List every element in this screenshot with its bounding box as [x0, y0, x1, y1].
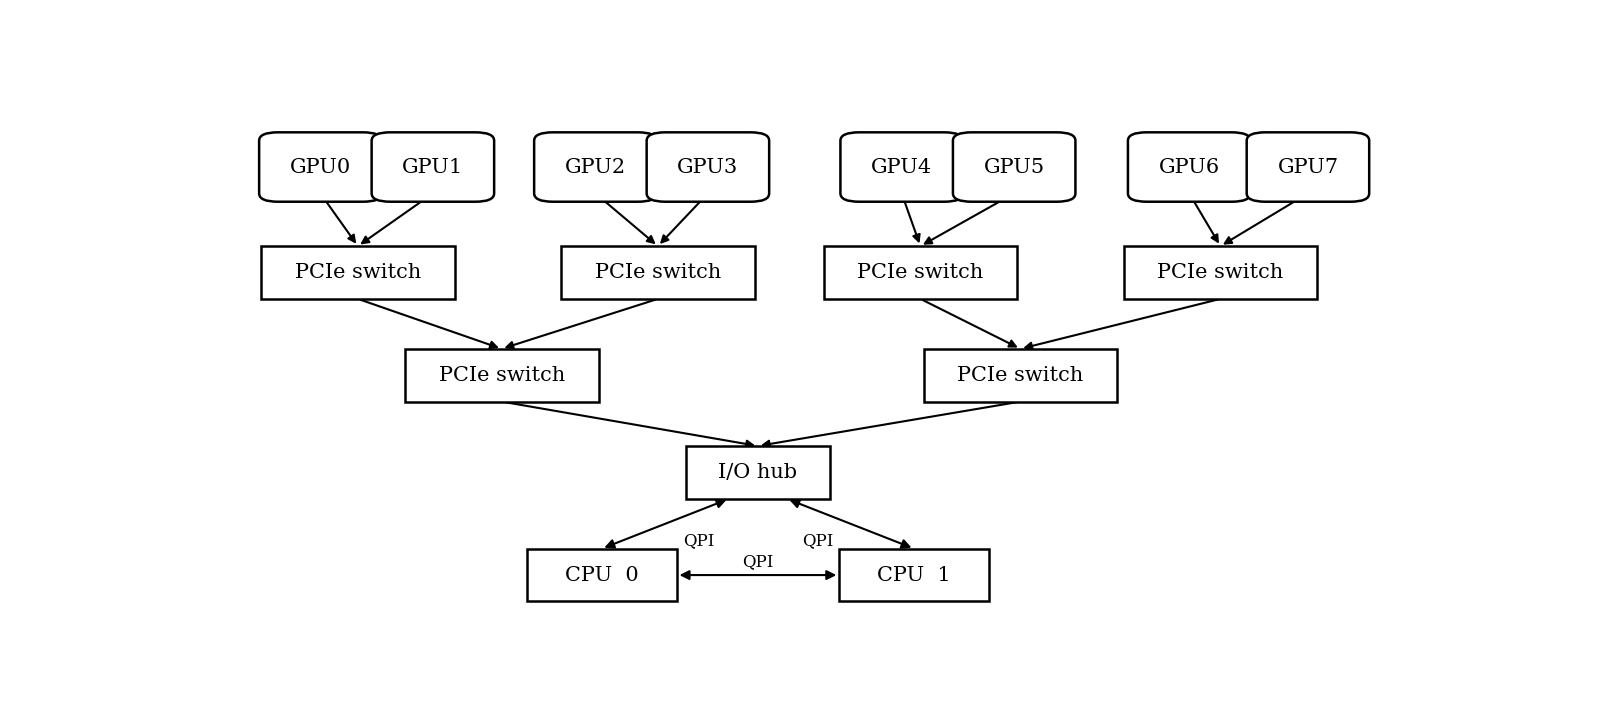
FancyBboxPatch shape	[924, 349, 1118, 402]
FancyBboxPatch shape	[527, 549, 677, 601]
Text: GPU0: GPU0	[290, 157, 352, 177]
FancyBboxPatch shape	[405, 349, 598, 402]
FancyBboxPatch shape	[561, 246, 755, 299]
FancyBboxPatch shape	[260, 133, 382, 202]
FancyBboxPatch shape	[1247, 133, 1369, 202]
Text: PCIe switch: PCIe switch	[439, 366, 565, 385]
FancyBboxPatch shape	[686, 446, 829, 499]
FancyBboxPatch shape	[839, 549, 989, 601]
Text: GPU6: GPU6	[1158, 157, 1219, 177]
FancyBboxPatch shape	[1124, 246, 1318, 299]
Text: GPU5: GPU5	[984, 157, 1045, 177]
FancyBboxPatch shape	[371, 133, 494, 202]
Text: PCIe switch: PCIe switch	[957, 366, 1084, 385]
Text: QPI: QPI	[742, 553, 774, 570]
FancyBboxPatch shape	[261, 246, 455, 299]
Text: PCIe switch: PCIe switch	[295, 263, 421, 282]
FancyBboxPatch shape	[953, 133, 1076, 202]
Text: PCIe switch: PCIe switch	[857, 263, 984, 282]
Text: GPU1: GPU1	[402, 157, 463, 177]
FancyBboxPatch shape	[1127, 133, 1250, 202]
Text: GPU7: GPU7	[1277, 157, 1339, 177]
Text: CPU  0: CPU 0	[565, 565, 639, 585]
Text: GPU4: GPU4	[871, 157, 932, 177]
Text: GPU3: GPU3	[677, 157, 739, 177]
FancyBboxPatch shape	[534, 133, 656, 202]
Text: CPU  1: CPU 1	[877, 565, 952, 585]
Text: PCIe switch: PCIe switch	[1157, 263, 1284, 282]
FancyBboxPatch shape	[824, 246, 1018, 299]
FancyBboxPatch shape	[647, 133, 769, 202]
Text: GPU2: GPU2	[565, 157, 626, 177]
Text: PCIe switch: PCIe switch	[595, 263, 721, 282]
Text: QPI: QPI	[802, 532, 832, 549]
FancyBboxPatch shape	[840, 133, 963, 202]
Text: I/O hub: I/O hub	[718, 463, 797, 482]
Text: QPI: QPI	[682, 532, 715, 549]
